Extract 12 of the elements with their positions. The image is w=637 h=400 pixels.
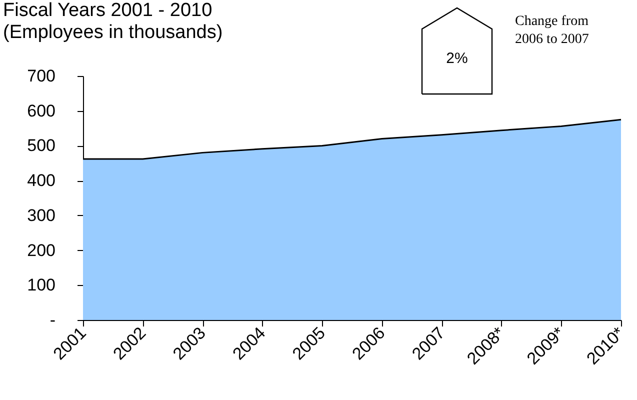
text: Change from 2006 to 2007 — [515, 14, 589, 47]
y-tick-label: 600 — [27, 101, 56, 120]
y-tick-label: 500 — [27, 136, 56, 156]
chart-title: Fiscal Years 2001 - 2010 — [3, 0, 212, 21]
y-tick-label: 100 — [27, 276, 56, 295]
text: 2% — [446, 50, 468, 67]
y-tick-label: 200 — [27, 240, 56, 260]
y-tick-label: - — [50, 310, 56, 330]
y-tick-label: 400 — [27, 171, 56, 190]
y-tick-label: 300 — [27, 206, 56, 225]
y-tick-label: 700 — [27, 66, 56, 86]
chart-subtitle: (Employees in thousands) — [3, 22, 223, 43]
